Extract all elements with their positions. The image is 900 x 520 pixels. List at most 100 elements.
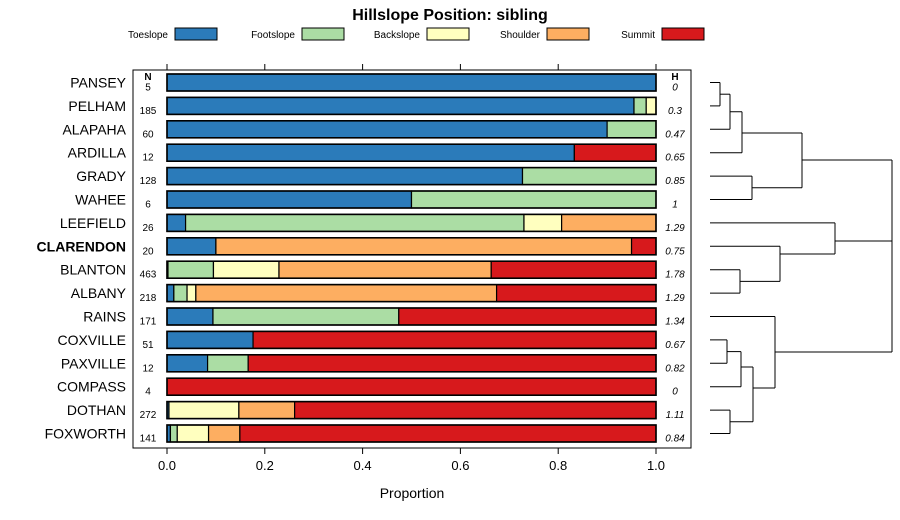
legend-label-backslope: Backslope <box>374 30 421 41</box>
x-axis: 0.0 0.2 0.4 0.6 0.8 1.0 <box>158 64 665 473</box>
bar-leefield-backslope <box>523 213 563 232</box>
x-tick-label-2: 0.4 <box>354 458 372 473</box>
n-label-grady: 128 <box>140 176 157 187</box>
bar-coxville-toeslope <box>166 330 254 349</box>
soil-label-blanton: BLANTON <box>60 262 126 278</box>
bar-outline-ardilla <box>166 143 657 162</box>
bar-albany-shoulder <box>195 284 498 303</box>
legend-swatch-shoulder <box>546 27 590 41</box>
bar-outline-clarendon <box>166 237 657 256</box>
bar-outline-paxville <box>166 353 657 373</box>
soil-label-leefield: LEEFIELD <box>60 215 126 231</box>
n-label-dothan: 272 <box>140 410 157 421</box>
h-label-rains: 1.34 <box>665 317 685 328</box>
bar-row-pelham <box>166 96 657 116</box>
n-label-alapaha: 60 <box>142 129 154 140</box>
x-tick-label-5: 1.0 <box>647 458 665 473</box>
bar-row-foxworth <box>166 424 657 443</box>
bar-albany-toeslope <box>166 284 175 303</box>
n-label-leefield: 26 <box>142 223 154 234</box>
bar-leefield-shoulder <box>561 213 657 232</box>
soil-label-ardilla: ARDILLA <box>68 145 127 161</box>
bar-foxworth-footslope <box>169 424 178 443</box>
h-label-dothan: 1.11 <box>666 410 685 421</box>
legend-label-footslope: Footslope <box>251 30 295 41</box>
bar-outline-alapaha <box>166 120 657 139</box>
bar-row-grady <box>166 166 657 186</box>
bar-leefield-toeslope <box>166 213 187 232</box>
bar-dothan-summit <box>294 401 657 420</box>
soil-label-rains: RAINS <box>83 309 126 325</box>
chart-title: Hillslope Position: sibling <box>352 7 548 24</box>
soil-label-grady: GRADY <box>76 168 126 184</box>
bars <box>166 73 657 443</box>
bar-pelham-footslope <box>633 96 647 116</box>
bar-row-blanton <box>166 260 657 280</box>
legend-swatch-summit <box>661 27 705 41</box>
legend-swatch-footslope <box>301 27 345 41</box>
bar-clarendon-summit <box>630 237 657 256</box>
h-label-alapaha: 0.47 <box>665 129 685 140</box>
h-label-albany: 1.29 <box>665 293 685 304</box>
bar-foxworth-backslope <box>176 424 210 443</box>
soil-label-pansey: PANSEY <box>70 75 126 91</box>
soil-label-albany: ALBANY <box>71 285 127 301</box>
bar-blanton-shoulder <box>278 260 492 279</box>
bar-coxville-summit <box>252 330 657 349</box>
bar-alapaha-toeslope <box>166 120 608 139</box>
h-label-ardilla: 0.65 <box>665 153 685 164</box>
soil-label-foxworth: FOXWORTH <box>45 426 126 442</box>
soil-label-paxville: PAXVILLE <box>61 355 126 371</box>
n-label-paxville: 12 <box>142 363 154 374</box>
x-axis-title: Proportion <box>380 485 445 501</box>
n-label-wahee: 6 <box>145 200 151 211</box>
bar-alapaha-footslope <box>606 120 657 139</box>
bar-outline-rains <box>166 307 657 326</box>
bar-albany-backslope <box>186 284 197 303</box>
bar-row-coxville <box>166 330 657 350</box>
bar-ardilla-summit <box>573 143 657 162</box>
n-label-clarendon: 20 <box>142 246 154 257</box>
bar-grady-footslope <box>521 167 657 186</box>
h-label-compass: 0 <box>672 387 678 398</box>
bar-outline-dothan <box>166 400 657 420</box>
bar-row-leefield <box>166 213 657 233</box>
bar-leefield-footslope <box>184 213 525 232</box>
bar-blanton-backslope <box>212 260 280 279</box>
bar-rains-summit <box>398 307 657 326</box>
h-label-paxville: 0.82 <box>665 363 685 374</box>
bar-row-dothan <box>166 400 657 420</box>
bar-outline-coxville <box>166 330 657 350</box>
h-label-leefield: 1.29 <box>665 223 685 234</box>
legend-swatch-backslope <box>426 27 470 41</box>
h-label-grady: 0.85 <box>665 176 685 187</box>
bar-dothan-backslope <box>168 401 240 420</box>
bar-outline-blanton <box>166 260 657 280</box>
bar-clarendon-toeslope <box>166 237 217 256</box>
bar-paxville-toeslope <box>166 354 209 373</box>
bar-foxworth-shoulder <box>207 424 241 443</box>
h-label-pansey: 0 <box>672 83 678 94</box>
bar-blanton-summit <box>490 260 657 279</box>
bar-pansey-toeslope <box>166 73 657 92</box>
dendrogram <box>710 82 893 434</box>
bar-pelham-backslope <box>645 96 657 116</box>
soil-label-coxville: COXVILLE <box>58 332 126 348</box>
bar-blanton-footslope <box>167 260 215 279</box>
h-label-foxworth: 0.84 <box>665 434 685 445</box>
legend: Toeslope Footslope Backslope Shoulder Summit <box>128 27 705 41</box>
soil-label-wahee: WAHEE <box>75 192 126 208</box>
bar-row-albany <box>166 283 657 303</box>
n-label-pansey: 5 <box>145 83 151 94</box>
legend-label-summit: Summit <box>621 30 655 41</box>
bar-outline-foxworth <box>166 424 657 443</box>
soil-label-dothan: DOTHAN <box>67 402 126 418</box>
h-label-wahee: 1 <box>672 200 678 211</box>
bar-outline-compass <box>166 377 657 397</box>
bar-row-compass <box>166 377 657 397</box>
bar-outline-pelham <box>166 96 657 116</box>
legend-label-shoulder: Shoulder <box>500 30 541 41</box>
n-label-coxville: 51 <box>142 340 154 351</box>
